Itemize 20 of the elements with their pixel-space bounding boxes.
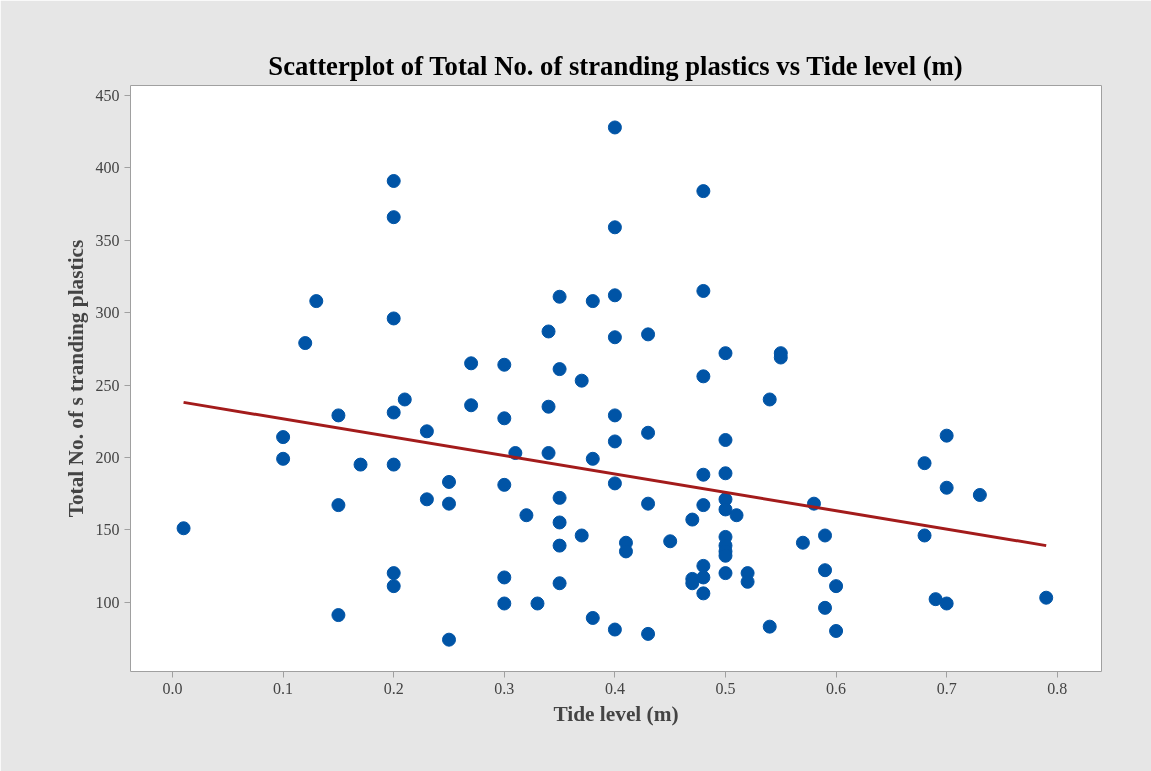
x-tick-label: 0.0 [162, 679, 183, 697]
x-axis-title: Tide level (m) [553, 701, 679, 726]
x-tick-label: 0.5 [715, 679, 736, 697]
x-tick-label: 0.3 [494, 679, 515, 697]
y-tick-label: 400 [95, 159, 120, 177]
y-tick-label: 350 [95, 231, 120, 249]
y-tick-label: 300 [95, 304, 120, 322]
y-tick-label: 250 [95, 376, 120, 394]
y-tick-label: 200 [95, 448, 120, 466]
y-tick-label: 100 [95, 593, 120, 611]
x-tick-label: 0.1 [273, 679, 294, 697]
chart-title: Scatterplot of Total No. of stranding plastics vs Tide level (m) [268, 50, 963, 81]
y-tick-label: 450 [95, 87, 120, 105]
y-tick-label: 150 [95, 521, 120, 539]
x-tick-label: 0.2 [383, 679, 404, 697]
x-tick-label: 0.7 [936, 679, 957, 697]
y-axis-title: Total No. of s tranding plastics [63, 239, 88, 518]
x-tick-label: 0.6 [826, 679, 847, 697]
x-tick-label: 0.4 [604, 679, 625, 697]
x-tick-label: 0.8 [1047, 679, 1068, 697]
